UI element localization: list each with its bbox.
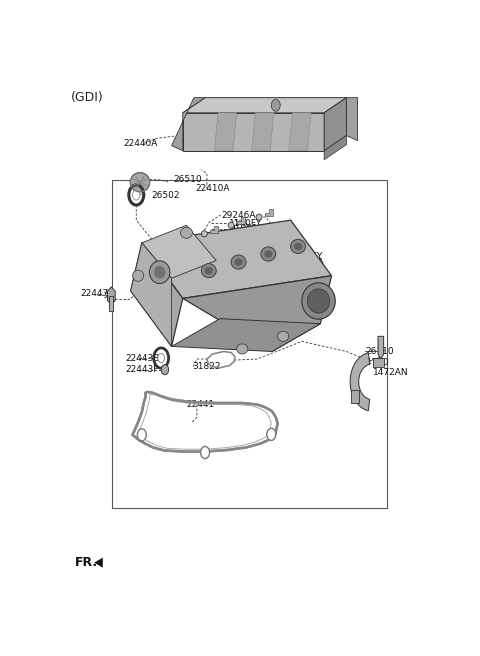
Circle shape xyxy=(158,354,165,363)
Ellipse shape xyxy=(302,283,335,319)
Bar xyxy=(109,296,113,311)
Circle shape xyxy=(271,99,280,112)
Polygon shape xyxy=(183,98,347,113)
Text: 91931: 91931 xyxy=(263,245,291,253)
Text: 22410A: 22410A xyxy=(196,184,230,194)
Polygon shape xyxy=(108,287,115,305)
Ellipse shape xyxy=(291,239,306,253)
Text: 1140FY: 1140FY xyxy=(229,218,263,228)
Text: 29246A: 29246A xyxy=(222,211,256,220)
Bar xyxy=(112,180,387,508)
Text: 26510: 26510 xyxy=(173,175,202,184)
Polygon shape xyxy=(289,113,311,151)
Polygon shape xyxy=(183,276,332,352)
Text: 1140FY: 1140FY xyxy=(263,239,296,248)
Ellipse shape xyxy=(202,231,207,237)
Polygon shape xyxy=(142,220,332,298)
Text: 22443B: 22443B xyxy=(125,354,159,363)
Ellipse shape xyxy=(264,250,273,258)
Text: 26502: 26502 xyxy=(151,192,180,200)
Text: 91931: 91931 xyxy=(229,224,258,234)
Text: 1140FY: 1140FY xyxy=(289,252,323,261)
Bar xyxy=(351,390,359,403)
Ellipse shape xyxy=(130,173,150,192)
Polygon shape xyxy=(264,209,273,216)
Text: 1472AN: 1472AN xyxy=(372,368,408,377)
Polygon shape xyxy=(172,98,205,151)
Ellipse shape xyxy=(228,222,234,228)
Ellipse shape xyxy=(237,344,248,354)
Text: FR.: FR. xyxy=(75,556,98,569)
Polygon shape xyxy=(131,243,172,346)
Polygon shape xyxy=(252,113,274,151)
Text: 22447A: 22447A xyxy=(81,289,115,298)
Polygon shape xyxy=(94,558,103,567)
Ellipse shape xyxy=(231,255,246,269)
Ellipse shape xyxy=(307,289,330,313)
Polygon shape xyxy=(347,98,358,140)
Polygon shape xyxy=(237,217,245,224)
Circle shape xyxy=(132,190,140,200)
Polygon shape xyxy=(215,113,237,151)
Circle shape xyxy=(137,429,146,441)
Bar xyxy=(373,358,384,367)
Text: 22440A: 22440A xyxy=(123,139,157,148)
Ellipse shape xyxy=(261,247,276,261)
Ellipse shape xyxy=(180,227,192,238)
Circle shape xyxy=(161,365,168,375)
Text: 31822: 31822 xyxy=(192,362,221,371)
Polygon shape xyxy=(131,243,183,346)
Text: 22441: 22441 xyxy=(186,400,215,409)
Ellipse shape xyxy=(202,264,216,277)
Polygon shape xyxy=(172,319,321,352)
Ellipse shape xyxy=(149,261,170,283)
Polygon shape xyxy=(378,337,384,358)
Text: 26710: 26710 xyxy=(365,347,394,356)
Text: 29246A: 29246A xyxy=(257,233,292,242)
Circle shape xyxy=(267,428,276,440)
Polygon shape xyxy=(210,226,218,233)
Ellipse shape xyxy=(154,266,165,279)
Polygon shape xyxy=(324,136,347,160)
Ellipse shape xyxy=(132,270,144,281)
Ellipse shape xyxy=(277,331,289,341)
Ellipse shape xyxy=(294,243,302,250)
Text: 22443F: 22443F xyxy=(125,365,158,374)
Ellipse shape xyxy=(234,258,243,266)
Ellipse shape xyxy=(204,267,213,274)
Polygon shape xyxy=(142,225,216,278)
Text: 14720: 14720 xyxy=(361,358,390,367)
Text: (GDI): (GDI) xyxy=(71,91,104,104)
Circle shape xyxy=(201,447,210,459)
Polygon shape xyxy=(183,113,324,151)
Text: 91931A: 91931A xyxy=(289,258,324,267)
Polygon shape xyxy=(350,353,370,411)
Ellipse shape xyxy=(256,214,262,220)
Polygon shape xyxy=(324,98,347,151)
